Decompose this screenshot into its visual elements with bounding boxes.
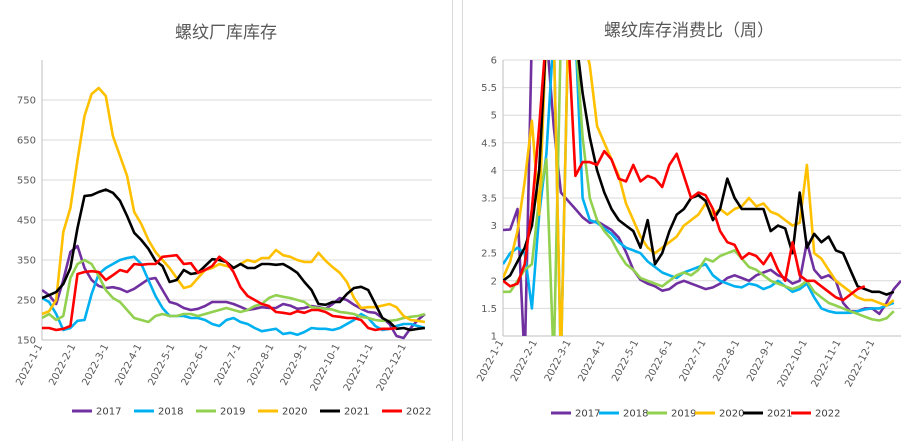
y-tick-label: 450 bbox=[17, 216, 36, 227]
y-tick-label: 1.5 bbox=[481, 304, 497, 315]
x-tick-label: 2022-4-1 bbox=[576, 338, 607, 383]
series-group bbox=[42, 86, 426, 340]
y-tick-label: 550 bbox=[17, 176, 36, 187]
series-line-2018 bbox=[42, 255, 426, 337]
legend-label-2017: 2017 bbox=[575, 409, 600, 420]
x-tick-label: 2022-11-1 bbox=[342, 342, 376, 393]
y-tick-label: 2 bbox=[491, 276, 497, 287]
y-tick-label: 6 bbox=[491, 56, 497, 67]
chart-title: 螺纹库存消费比（周） bbox=[604, 21, 774, 41]
series-group bbox=[503, 60, 901, 336]
y-tick-label: 4.5 bbox=[481, 138, 497, 149]
inventory-consumption-ratio-chart: 螺纹库存消费比（周） 1 1.5 2 2.5 3 3.5 4 4.5 5 5.5 6 2022-1-1… bbox=[475, 21, 901, 420]
x-tick-label: 2022-6-1 bbox=[644, 338, 675, 383]
series-line-2019 bbox=[42, 258, 426, 324]
legend-label-2019: 2019 bbox=[671, 409, 696, 420]
legend-label-2019: 2019 bbox=[220, 407, 245, 418]
x-tick-label: 2022-8-1 bbox=[711, 338, 742, 383]
chart-title: 螺纹厂库库存 bbox=[175, 23, 277, 43]
x-tick-label: 2022-12-1 bbox=[843, 338, 877, 389]
series-line-2018 bbox=[503, 60, 895, 336]
x-tick-label: 2022-1-1 bbox=[14, 342, 45, 387]
y-tick-label: 5.5 bbox=[481, 83, 497, 94]
series-line-2021 bbox=[42, 188, 426, 332]
x-tick-label: 2022-10-1 bbox=[776, 338, 810, 389]
series-line-2022 bbox=[503, 60, 866, 302]
y-tick-label: 5 bbox=[491, 111, 497, 122]
legend-label-2018: 2018 bbox=[158, 407, 183, 418]
legend: 2017 2018 2019 2020 2021 2022 bbox=[72, 407, 431, 418]
x-tick-label: 2022-5-1 bbox=[610, 338, 641, 383]
legend-label-2018: 2018 bbox=[623, 409, 648, 420]
x-tick-label: 2022-10-1 bbox=[309, 342, 343, 393]
legend-label-2021: 2021 bbox=[767, 409, 792, 420]
x-tick-label: 2022-1-1 bbox=[475, 338, 506, 383]
y-tick-label: 1 bbox=[491, 332, 497, 343]
y-tick-label: 2.5 bbox=[481, 249, 497, 260]
x-tick-label: 2022-7-1 bbox=[678, 338, 709, 383]
legend-label-2020: 2020 bbox=[282, 407, 307, 418]
legend-label-2022: 2022 bbox=[815, 409, 840, 420]
x-tick-label: 2022-6-1 bbox=[180, 342, 211, 387]
series-line-2021 bbox=[503, 60, 895, 296]
y-tick-label: 350 bbox=[17, 256, 36, 267]
y-tick-label: 650 bbox=[17, 136, 36, 147]
x-tick-label: 2022-5-1 bbox=[146, 342, 177, 387]
y-tick-label: 750 bbox=[17, 96, 36, 107]
y-tick-label: 3.5 bbox=[481, 194, 497, 205]
y-tick-label: 3 bbox=[491, 221, 497, 232]
y-tick-label: 250 bbox=[17, 296, 36, 307]
x-tick-label: 2022-11-1 bbox=[810, 338, 844, 389]
x-tick-label: 2022-8-1 bbox=[246, 342, 277, 387]
x-tick-label: 2022-7-1 bbox=[213, 342, 244, 387]
legend: 2017 2018 2019 2020 2021 2022 bbox=[551, 409, 840, 420]
x-tick-label: 2022-3-1 bbox=[80, 342, 111, 387]
y-tick-label: 150 bbox=[17, 336, 36, 347]
series-line-2020 bbox=[503, 60, 895, 336]
y-tick-label: 4 bbox=[491, 166, 497, 177]
x-tick-label: 2022-4-1 bbox=[113, 342, 144, 387]
chart-panel-inventory-consumption-ratio: 螺纹库存消费比（周） 1 1.5 2 2.5 3 3.5 4 4.5 5 5.5 6 2022-1-1… bbox=[462, 0, 914, 441]
legend-label-2017: 2017 bbox=[96, 407, 121, 418]
series-line-2022 bbox=[42, 253, 397, 332]
chart-panel-factory-inventory: 螺纹厂库库存 150 250 350 450 550 650 750 2022-1-1 2022… bbox=[0, 0, 453, 441]
legend-label-2020: 2020 bbox=[719, 409, 744, 420]
x-tick-label: 2022-2-1 bbox=[509, 338, 540, 383]
legend-label-2022: 2022 bbox=[406, 407, 431, 418]
series-line-2019 bbox=[503, 60, 895, 336]
legend-label-2021: 2021 bbox=[344, 407, 369, 418]
x-tick-label: 2022-9-1 bbox=[745, 338, 776, 383]
x-tick-label: 2022-9-1 bbox=[279, 342, 310, 387]
x-tick-label: 2022-3-1 bbox=[543, 338, 574, 383]
x-tick-label: 2022-12-1 bbox=[375, 342, 409, 393]
x-tick-label: 2022-2-1 bbox=[47, 342, 78, 387]
